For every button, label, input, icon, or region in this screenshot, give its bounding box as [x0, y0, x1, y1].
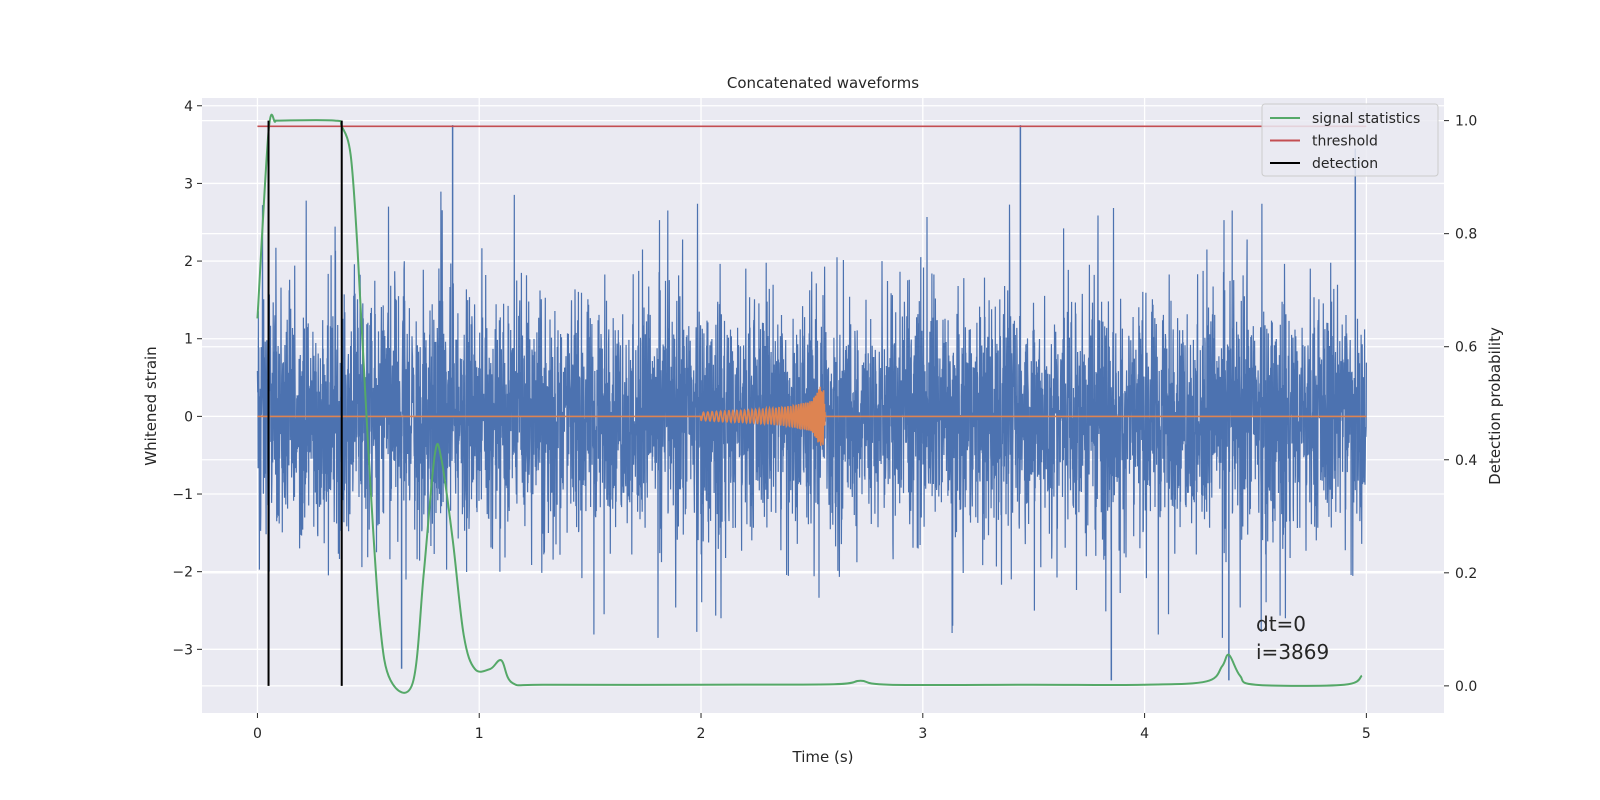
legend-label: signal statistics — [1312, 111, 1420, 127]
y-right-tick-label: 0.2 — [1455, 566, 1477, 582]
y-tick-label: −3 — [172, 642, 193, 658]
noise-line — [256, 191, 1367, 638]
x-tick-label: 5 — [1362, 726, 1371, 742]
chart-title: Concatenated waveforms — [727, 74, 919, 92]
y-tick-label: 0 — [184, 409, 193, 425]
legend-label: threshold — [1312, 134, 1378, 150]
legend-box — [1261, 103, 1439, 177]
y-axis-label-right: Detection probability — [1486, 327, 1504, 485]
y-right-tick-label: 0.6 — [1455, 340, 1477, 356]
y-right-tick-label: 0.4 — [1455, 453, 1477, 469]
y-tick-label: −2 — [172, 565, 193, 581]
x-tick-label: 3 — [918, 726, 927, 742]
x-tick-label: 0 — [253, 726, 262, 742]
ticks: 0 1 2 3 4 5 4 3 2 1 0 −1 −2 −3 1.0 0.8 0.6 0.4 0.2 0.0 — [172, 99, 1477, 742]
y-axis-label: Whitened strain — [142, 346, 160, 465]
x-tick-label: 1 — [475, 726, 484, 742]
y-tick-label: −1 — [172, 487, 193, 503]
annotation-dt: dt=0 — [1256, 612, 1306, 636]
y-tick-label: 2 — [184, 254, 193, 270]
legend: signal statistics threshold detection — [1261, 103, 1439, 177]
x-axis-label: Time (s) — [792, 748, 854, 766]
y-tick-label: 1 — [184, 332, 193, 348]
y-right-tick-label: 1.0 — [1455, 114, 1477, 130]
signal-statistics-line — [256, 113, 1363, 694]
x-tick-label: 4 — [1140, 726, 1149, 742]
y-tick-label: 4 — [184, 99, 193, 115]
y-right-tick-label: 0.0 — [1455, 679, 1477, 695]
annotation-index: i=3869 — [1256, 640, 1329, 664]
legend-label: detection — [1312, 156, 1378, 172]
y-right-tick-label: 0.8 — [1455, 227, 1477, 243]
data-layer — [256, 113, 1367, 694]
y-tick-label: 3 — [184, 176, 193, 192]
x-tick-label: 2 — [697, 726, 706, 742]
chirp-line — [257, 386, 1367, 446]
